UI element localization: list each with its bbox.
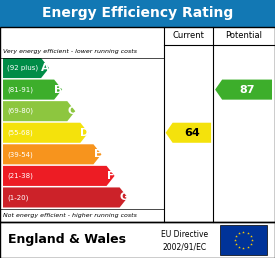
Polygon shape: [3, 101, 75, 121]
Text: (21-38): (21-38): [7, 173, 33, 179]
Polygon shape: [3, 58, 49, 78]
Text: EU Directive: EU Directive: [161, 230, 208, 239]
Bar: [0, 27, 275, 222]
Polygon shape: [215, 79, 272, 100]
Text: (55-68): (55-68): [7, 130, 33, 136]
Text: Very energy efficient - lower running costs: Very energy efficient - lower running co…: [3, 49, 137, 54]
Polygon shape: [3, 144, 101, 164]
Polygon shape: [3, 123, 88, 143]
Text: Energy Efficiency Rating: Energy Efficiency Rating: [42, 6, 233, 20]
Text: 64: 64: [184, 128, 200, 138]
Text: B: B: [54, 85, 62, 95]
Polygon shape: [3, 187, 128, 207]
Text: 2002/91/EC: 2002/91/EC: [162, 243, 206, 252]
Polygon shape: [3, 79, 62, 100]
Polygon shape: [3, 166, 114, 186]
Text: F: F: [107, 171, 114, 181]
Text: England & Wales: England & Wales: [8, 233, 126, 246]
Polygon shape: [166, 123, 211, 143]
Text: C: C: [67, 106, 75, 116]
Text: Current: Current: [172, 31, 204, 41]
Text: E: E: [94, 149, 101, 159]
Text: (92 plus): (92 plus): [7, 65, 38, 71]
Text: Potential: Potential: [226, 31, 263, 41]
Text: G: G: [119, 192, 128, 203]
Text: (39-54): (39-54): [7, 151, 33, 158]
Text: (81-91): (81-91): [7, 86, 33, 93]
Text: (69-80): (69-80): [7, 108, 33, 115]
Bar: [220, 225, 267, 255]
Text: D: D: [80, 128, 89, 138]
Text: (1-20): (1-20): [7, 194, 28, 201]
Text: Not energy efficient - higher running costs: Not energy efficient - higher running co…: [3, 213, 137, 218]
Text: A: A: [41, 63, 50, 73]
Bar: [0, 0, 275, 27]
Text: 87: 87: [239, 85, 255, 95]
